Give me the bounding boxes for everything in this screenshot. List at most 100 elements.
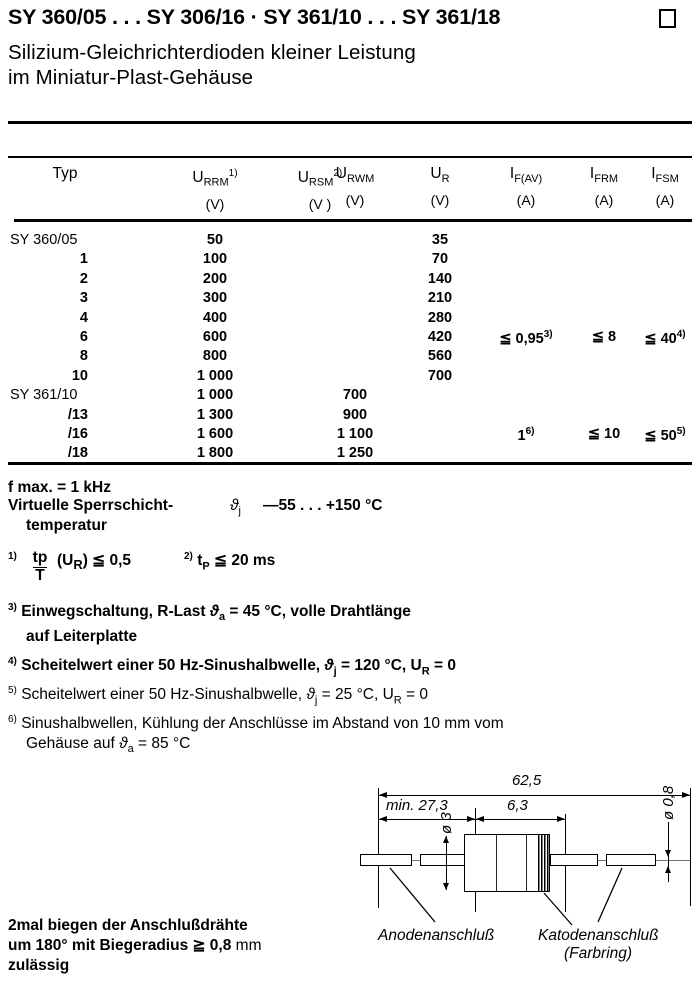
- column-subscript: F(AV): [514, 172, 543, 185]
- footnote-6-line2: Gehäuse auf ϑa = 85 °C: [26, 735, 191, 756]
- footnote-ref: 6): [525, 425, 535, 437]
- cell-ur: 70: [431, 251, 449, 268]
- cathode-colour-band: [538, 835, 549, 891]
- footnote-3: 3) Einwegschaltung, R-Last ϑa = 45 °C, v…: [8, 598, 692, 647]
- footnote-5: 5) Scheitelwert einer 50 Hz-Sinushalbwel…: [8, 685, 429, 707]
- table-row: /16 1 600 1 100 16) ≦ 10 ≦ 505): [0, 426, 700, 445]
- cell-typ: /18: [67, 445, 88, 462]
- dim-arrow-dia-down: [442, 883, 449, 890]
- cell-typ: 1: [79, 251, 88, 268]
- dim-arrow-body-left: [476, 815, 484, 822]
- footnote-4: 4) Scheitelwert einer 50 Hz-Sinushalbwel…: [8, 656, 456, 678]
- cell-ur: 420: [427, 328, 453, 345]
- cell-urrm: 1 300: [196, 406, 234, 423]
- bend-note-line1: 2mal biegen der Anschlußdrähte: [8, 917, 248, 934]
- junction-temp-label: Virtuelle Sperrschicht-: [8, 497, 174, 514]
- dim-arrow-total-left: [379, 791, 387, 798]
- cell-typ: 8: [79, 348, 88, 365]
- cell-typ: /16: [67, 425, 88, 442]
- footnote-3-line2: auf Leiterplatte: [26, 628, 138, 646]
- body-inner-line-2: [526, 835, 528, 891]
- cell-ifav: ≦ 0,953): [499, 328, 553, 347]
- table-row: 6 600 420 ≦ 0,953) ≦ 8 ≦ 404): [0, 329, 700, 348]
- footnote-ref: 4): [676, 328, 686, 340]
- column-subscript: RWM: [346, 172, 375, 185]
- cell-ifrm: ≦ 8: [591, 328, 617, 345]
- column-symbol: I: [589, 165, 595, 182]
- dim-line-body-dia: [446, 836, 448, 890]
- table-row: 2 200 140: [0, 271, 700, 290]
- cell-ur: 560: [427, 348, 453, 365]
- lead-right-inner: [550, 854, 598, 866]
- footnote-2-text: 2) tP ≦ 20 ms: [184, 551, 276, 573]
- table-row: SY 360/05 50 35: [0, 232, 700, 251]
- rule-top: [8, 121, 692, 124]
- bend-note-line2: um 180° mit Biegeradius ≧ 0,8 mm: [8, 937, 262, 954]
- cell-urrm: 800: [202, 348, 228, 365]
- dim-line-total: [378, 795, 690, 797]
- table-row: 1 100 70: [0, 251, 700, 270]
- dim-arrow-total-right: [682, 791, 690, 798]
- cell-ifav: 16): [517, 425, 535, 444]
- footnote-3-body: 3) Einwegschaltung, R-Last ϑa = 45 °C, v…: [8, 602, 411, 624]
- rule-header-underline: [14, 219, 692, 222]
- rule-table-top: [8, 156, 692, 158]
- cell-ur: 140: [427, 270, 453, 287]
- dim-minlead-label: min. 27,3: [386, 797, 448, 814]
- cell-typ: 2: [79, 270, 88, 287]
- lead-left-outer: [360, 854, 412, 866]
- column-footnote-ref: 2): [333, 168, 343, 179]
- cell-urrm: 1 000: [196, 387, 234, 404]
- table-row: 4 400 280: [0, 310, 700, 329]
- table-row: 10 1 000 700: [0, 368, 700, 387]
- dim-line-minlead: [378, 819, 475, 821]
- column-unit: (V): [430, 191, 450, 208]
- cell-ur: 210: [427, 290, 453, 307]
- column-header-typ: Typ: [10, 166, 120, 182]
- footnote-1-text: (UR) ≦ 0,5: [57, 552, 131, 573]
- footnote-ref: 3): [543, 328, 553, 340]
- subtitle-line-2: im Miniatur-Plast-Gehäuse: [8, 66, 254, 89]
- column-symbol: U: [335, 165, 347, 182]
- cell-urrm: 600: [202, 328, 228, 345]
- footnote-6: 6) Sinushalbwellen, Kühlung der Anschlüs…: [8, 710, 692, 759]
- dim-arrow-wire-down: [664, 850, 671, 857]
- table-row: /13 1 300 900: [0, 407, 700, 426]
- table-body: SY 360/05 50 35 1 100 70 2 200 140 3 300 210 4 400 280…: [0, 232, 700, 465]
- witness-line-right: [690, 788, 692, 906]
- cell-ur: 280: [427, 309, 453, 326]
- fmax-note: f max. = 1 kHz: [8, 479, 111, 496]
- table-row: /18 1 800 1 250: [0, 445, 700, 464]
- column-subscript: FSM: [655, 172, 679, 185]
- dim-arrow-dia-up: [442, 836, 449, 843]
- column-subscript: RSM: [308, 176, 334, 189]
- square-outline-icon: [659, 9, 676, 28]
- footnote-1-fraction: tp T: [27, 549, 53, 585]
- dim-line-body: [475, 819, 565, 821]
- column-symbol: U: [297, 168, 309, 186]
- bend-note: 2mal biegen der Anschlußdrähte um 180° m…: [8, 916, 348, 976]
- column-header-urwm: URWM (V): [290, 166, 420, 208]
- cell-ifrm: ≦ 10: [587, 425, 621, 442]
- cell-typ: 4: [79, 309, 88, 326]
- column-unit: (A): [594, 191, 614, 208]
- cell-urwm: 900: [342, 406, 368, 423]
- cell-urrm: 300: [202, 290, 228, 307]
- cell-urrm: 1 800: [196, 445, 234, 462]
- cell-typ: 6: [79, 328, 88, 345]
- cell-typ: /13: [67, 406, 88, 423]
- column-unit: (V): [205, 195, 225, 212]
- cell-urrm: 400: [202, 309, 228, 326]
- footnote-ref: 5): [676, 425, 686, 437]
- column-header-ursm: URSM2) (V ): [255, 166, 385, 212]
- cell-typ: SY 360/05: [10, 232, 78, 248]
- label-cathode-line1: Katodenanschluß: [538, 927, 659, 944]
- conditions-notes: f max. = 1 kHz Virtuelle Sperrschicht- ϑ…: [8, 478, 692, 585]
- column-symbol: I: [509, 165, 515, 182]
- column-unit: (A): [655, 191, 675, 208]
- body-inner-line-1: [496, 835, 498, 891]
- column-symbol: I: [651, 165, 656, 182]
- subtitle-line-1: Silizium-Gleichrichterdioden kleiner Lei…: [8, 41, 416, 64]
- diode-body: [464, 834, 550, 892]
